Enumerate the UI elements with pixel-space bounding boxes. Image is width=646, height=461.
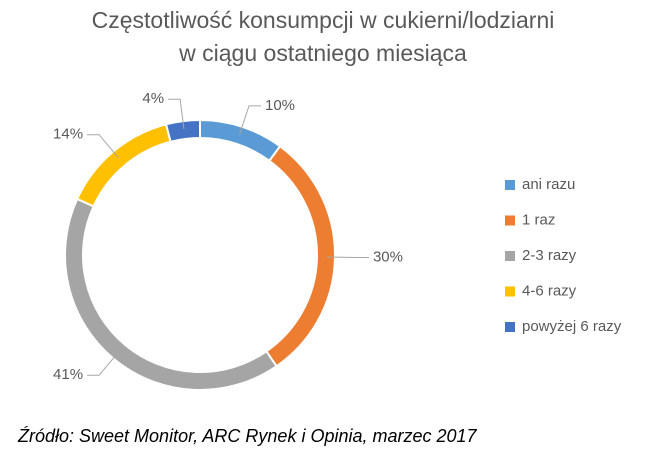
legend-swatch (505, 322, 515, 332)
legend-label: 1 raz (522, 211, 555, 228)
legend-label: 4-6 razy (522, 282, 577, 299)
legend-swatch (505, 251, 515, 261)
legend-swatch (505, 180, 515, 190)
data-label: 41% (53, 366, 83, 383)
data-label: 30% (373, 248, 403, 265)
data-label: 10% (265, 97, 295, 114)
data-label: 4% (142, 90, 164, 107)
source-note: Źródło: Sweet Monitor, ARC Rynek i Opini… (17, 426, 478, 446)
data-label: 14% (53, 126, 83, 143)
legend-label: 2-3 razy (522, 247, 577, 264)
chart-title: w ciągu ostatniego miesiąca (178, 40, 467, 66)
chart-title: Częstotliwość konsumpcji w cukierni/lodz… (92, 7, 555, 33)
legend-label: ani razu (522, 176, 575, 193)
legend-label: powyżej 6 razy (522, 318, 622, 335)
legend-swatch (505, 216, 515, 226)
legend-swatch (505, 287, 515, 297)
